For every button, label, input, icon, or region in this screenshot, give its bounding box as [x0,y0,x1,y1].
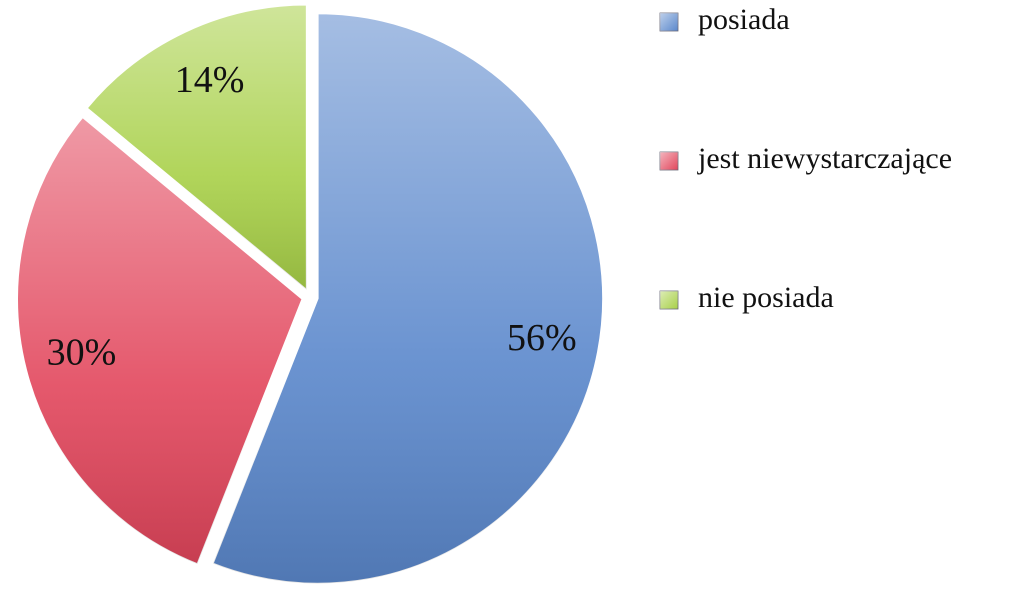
legend-swatch-shine [660,13,678,31]
legend-label: jest niewystarczające [697,142,952,175]
slice-shine [212,13,603,584]
legend-label: nie posiada [698,281,834,314]
value-label: 30% [47,331,117,373]
legend-swatch-shine [660,291,678,309]
value-label: 14% [175,59,245,101]
slice-shine [17,117,303,564]
legend-label: posiada [698,3,790,36]
value-label: 56% [507,317,577,359]
slice-shine [86,4,307,290]
legend-swatch-shine [660,152,678,170]
